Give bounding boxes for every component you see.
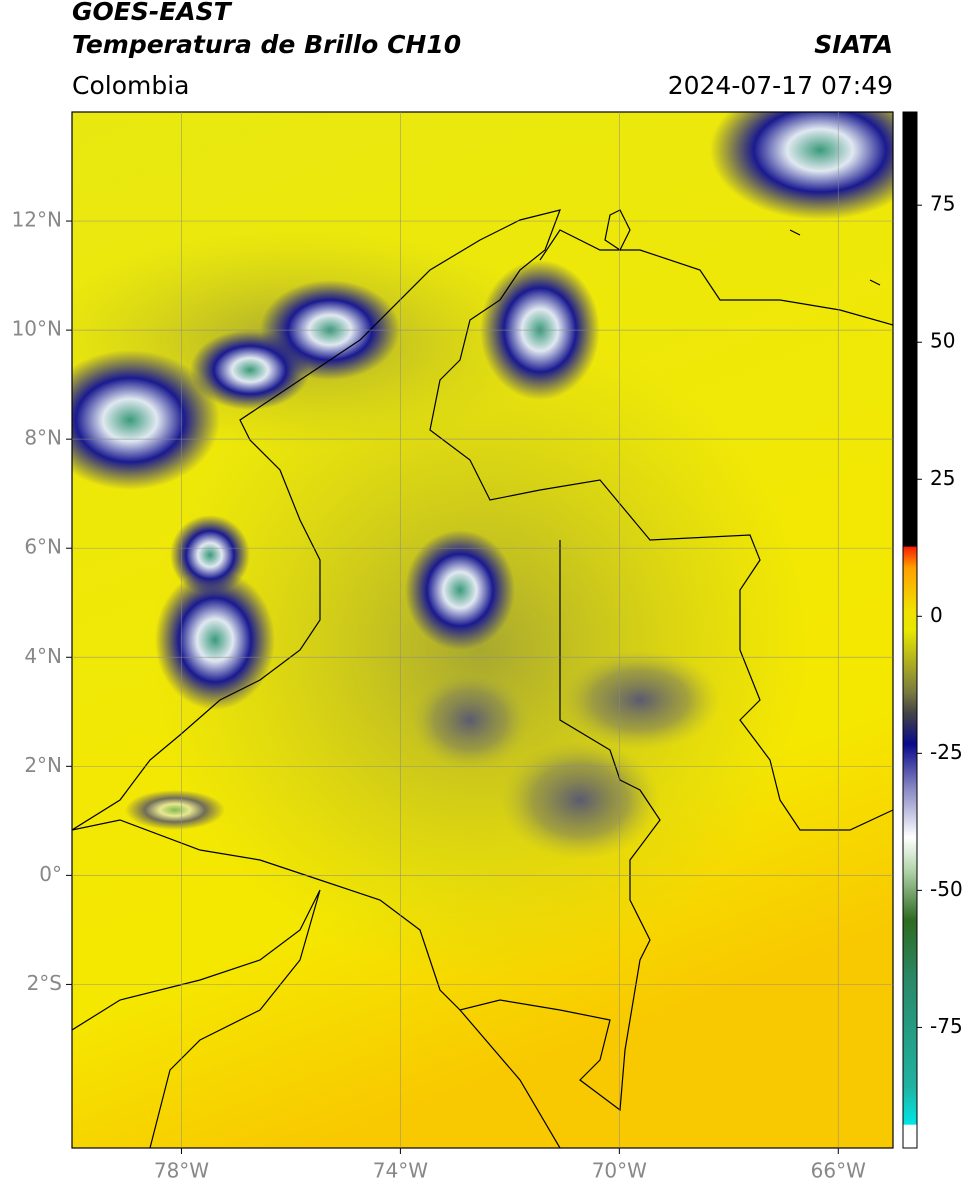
colorbar-tick-label: -50: [930, 877, 963, 901]
y-tick-label: 4°N: [24, 644, 62, 668]
y-tick-label: 2°N: [24, 753, 62, 777]
colorbar-tick-label: 0: [930, 603, 943, 627]
y-tick-label: 12°N: [12, 208, 62, 232]
y-tick-label: 10°N: [12, 317, 62, 341]
x-tick-label: 70°W: [592, 1159, 647, 1183]
colorbar-tick-label: -75: [930, 1014, 963, 1038]
colorbar-tick-label: 75: [930, 192, 955, 216]
map-frame: [71, 111, 894, 1149]
y-tick-label: 0°: [39, 862, 62, 886]
subtitle: Temperatura de Brillo CH10: [72, 30, 461, 59]
colorbar-tick-label: -25: [930, 740, 963, 764]
x-tick-label: 74°W: [373, 1159, 428, 1183]
colorbar-tick-label: 50: [930, 329, 955, 353]
colorbar-tick-label: 25: [930, 466, 955, 490]
y-tick-label: 2°S: [27, 971, 62, 995]
y-tick-label: 6°N: [24, 535, 62, 559]
x-tick-label: 78°W: [154, 1159, 209, 1183]
datetime: 2024-07-17 07:49: [668, 71, 893, 100]
satellite-image: [72, 112, 893, 1148]
x-tick-label: 66°W: [811, 1159, 866, 1183]
colorbar: [902, 111, 918, 1149]
region: Colombia: [72, 71, 189, 100]
y-tick-label: 8°N: [24, 426, 62, 450]
source: SIATA: [814, 30, 893, 59]
title: GOES-EAST: [72, 0, 233, 26]
